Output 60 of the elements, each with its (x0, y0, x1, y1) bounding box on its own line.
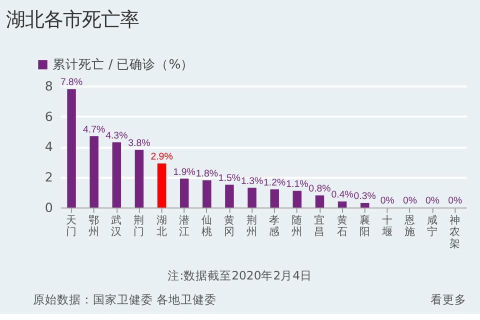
x-tick-label: 咸宁 (427, 214, 438, 238)
bar (180, 178, 189, 208)
bar (248, 188, 256, 208)
x-tick-label: 黄冈 (224, 214, 235, 238)
x-tick-label: 十堰 (380, 214, 393, 238)
bar (360, 202, 370, 208)
x-tick-label: 天门 (66, 214, 78, 238)
x-tick-label: 襄阳 (359, 214, 370, 238)
data-label: 0.3% (354, 191, 376, 202)
bar (292, 190, 302, 208)
x-tick-label: 仙桃 (201, 214, 212, 238)
data-label: 1.9% (173, 166, 196, 178)
data-label: 2.9% (150, 152, 174, 163)
data-label: 7.8% (60, 77, 83, 88)
data-label: 1.8% (196, 168, 218, 180)
data-label: 4.7% (83, 124, 106, 136)
x-tick-label: 孝感 (269, 214, 280, 238)
bar (315, 195, 324, 208)
x-tick-label: 潜江 (178, 214, 190, 238)
bar (225, 184, 234, 208)
bar (338, 201, 347, 208)
x-tick-label: 湖北 (156, 214, 168, 238)
bar (202, 180, 212, 208)
x-tick-label: 黄石 (336, 214, 348, 238)
x-tick-label: 神农架 (450, 214, 461, 250)
x-tick-label: 恩施 (403, 214, 416, 238)
x-tick-label: 荆门 (134, 214, 145, 238)
x-tick-label: 鄂州 (88, 214, 100, 238)
data-label: 0% (402, 196, 418, 207)
x-tick-label: 随州 (292, 214, 303, 238)
data-label: 1.5% (218, 172, 241, 184)
y-tick-label: 6 (44, 108, 53, 124)
data-label: 0% (380, 196, 395, 207)
y-tick-label: 2 (44, 170, 53, 185)
y-tick-label: 4 (44, 139, 53, 154)
data-label: 0.8% (308, 183, 332, 194)
bar (134, 150, 144, 208)
text: 看更多 (430, 292, 466, 307)
text: 注:数据截至2020年2月4日 (168, 268, 312, 282)
bar (112, 142, 122, 208)
bar (157, 164, 166, 208)
text: 原始数据：国家卫健委 各地卫健委 (33, 292, 217, 307)
data-label: 1.1% (286, 178, 309, 190)
bar (90, 136, 98, 208)
data-label: 1.2% (264, 177, 286, 188)
data-label: 0% (448, 196, 462, 207)
x-tick-label: 武汉 (111, 214, 122, 238)
y-tick-label: 8 (44, 78, 53, 94)
data-label: 0.4% (331, 190, 354, 201)
data-label: 0% (426, 196, 440, 207)
y-tick-label: 0 (44, 200, 53, 215)
data-label: 1.3% (240, 176, 264, 187)
x-tick-label: 宜昌 (314, 214, 326, 238)
chart-title: 湖北各市死亡率 (6, 8, 139, 31)
x-tick-label: 荆州 (246, 214, 258, 238)
data-label: 4.3% (106, 130, 128, 142)
data-label: 3.8% (128, 138, 151, 149)
bar (67, 89, 76, 208)
bar (270, 189, 279, 208)
legend-label: 累计死亡 / 已确诊（%） (52, 56, 194, 72)
